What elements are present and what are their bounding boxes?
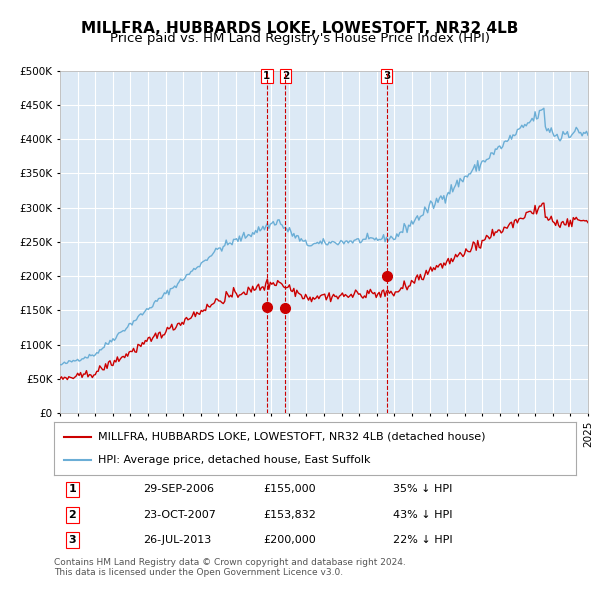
Text: MILLFRA, HUBBARDS LOKE, LOWESTOFT, NR32 4LB: MILLFRA, HUBBARDS LOKE, LOWESTOFT, NR32 … [82, 21, 518, 35]
Text: 26-JUL-2013: 26-JUL-2013 [143, 535, 211, 545]
Text: Price paid vs. HM Land Registry's House Price Index (HPI): Price paid vs. HM Land Registry's House … [110, 32, 490, 45]
Text: 1: 1 [263, 71, 271, 81]
Text: 1: 1 [68, 484, 76, 494]
Text: 35% ↓ HPI: 35% ↓ HPI [394, 484, 452, 494]
Text: 29-SEP-2006: 29-SEP-2006 [143, 484, 214, 494]
Text: HPI: Average price, detached house, East Suffolk: HPI: Average price, detached house, East… [98, 455, 371, 465]
Text: 43% ↓ HPI: 43% ↓ HPI [394, 510, 453, 520]
Text: 3: 3 [68, 535, 76, 545]
Text: £200,000: £200,000 [263, 535, 316, 545]
Text: 2: 2 [68, 510, 76, 520]
Text: Contains HM Land Registry data © Crown copyright and database right 2024.
This d: Contains HM Land Registry data © Crown c… [54, 558, 406, 577]
Text: £155,000: £155,000 [263, 484, 316, 494]
Text: MILLFRA, HUBBARDS LOKE, LOWESTOFT, NR32 4LB (detached house): MILLFRA, HUBBARDS LOKE, LOWESTOFT, NR32 … [98, 432, 486, 442]
Text: 22% ↓ HPI: 22% ↓ HPI [394, 535, 453, 545]
Text: 3: 3 [383, 71, 390, 81]
Text: 23-OCT-2007: 23-OCT-2007 [143, 510, 215, 520]
Text: 2: 2 [282, 71, 289, 81]
Text: £153,832: £153,832 [263, 510, 316, 520]
